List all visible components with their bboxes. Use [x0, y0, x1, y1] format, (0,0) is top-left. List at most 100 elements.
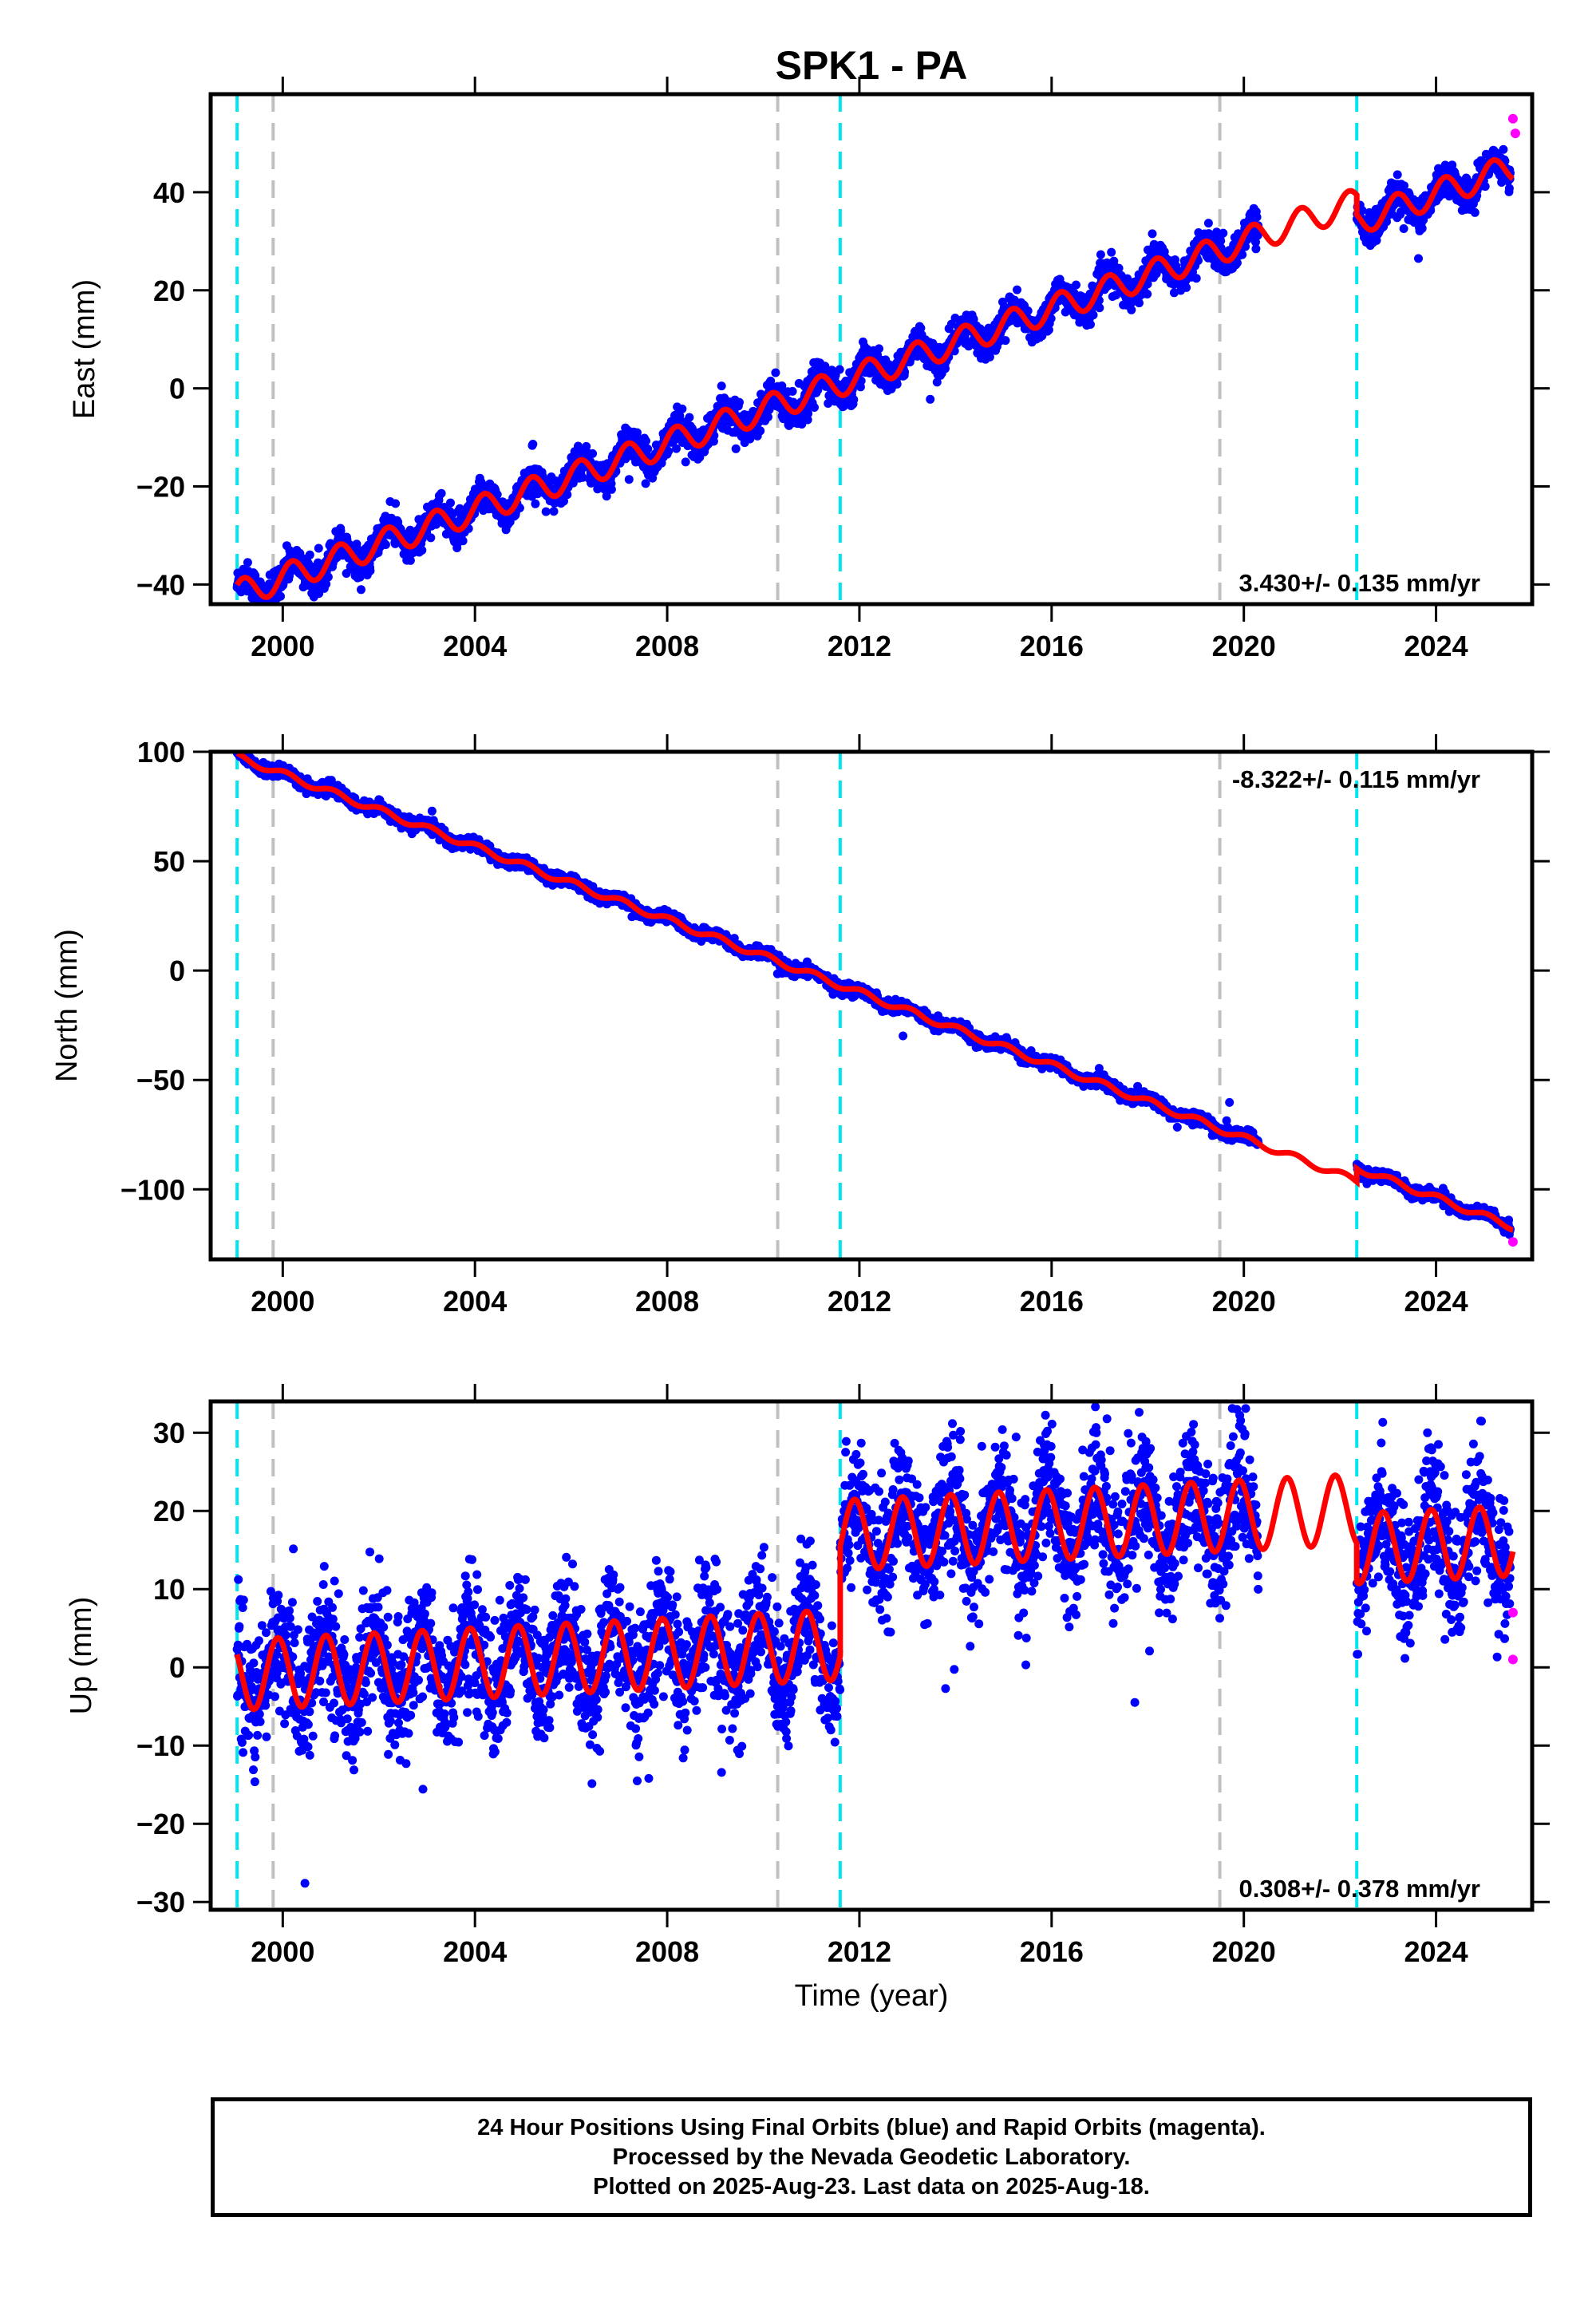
y-tick-label: 20	[153, 275, 185, 307]
data-point	[1414, 254, 1423, 263]
data-point	[1114, 263, 1124, 273]
data-point	[766, 376, 776, 385]
data-point	[458, 536, 468, 546]
data-point	[875, 344, 883, 354]
data-point	[417, 546, 427, 555]
data-point	[323, 572, 333, 582]
data-point	[745, 434, 755, 444]
data-point	[664, 446, 674, 456]
data-point	[810, 403, 819, 412]
data-point	[549, 507, 559, 516]
x-tick-label: 2008	[635, 630, 699, 662]
data-point	[804, 409, 813, 418]
data-point	[1417, 223, 1427, 233]
x-tick-label: 2016	[1020, 630, 1084, 662]
chart-title: SPK1 - PA	[776, 43, 968, 88]
panel-north: 2000 2004 2008 2012 2016 2020 2024−100−5005010…	[50, 734, 1550, 1318]
plot-area-north	[232, 752, 1518, 1259]
data-point	[251, 571, 260, 580]
data-point	[1252, 212, 1262, 222]
data-point	[1182, 283, 1191, 292]
data-point	[426, 533, 436, 543]
data-point	[643, 445, 653, 453]
data-point	[1023, 306, 1033, 315]
data-point	[675, 411, 685, 421]
panels-layer: 2000 2004 2008 2012 2016 2020 2024−40−2002040E…	[50, 77, 1550, 1968]
data-point	[1127, 305, 1136, 314]
data-point	[835, 365, 844, 374]
data-point	[531, 499, 540, 508]
data-point	[357, 585, 365, 595]
data-point	[633, 428, 642, 437]
data-point	[528, 440, 538, 449]
data-point	[578, 472, 587, 482]
data-point	[985, 352, 994, 362]
data-point	[568, 478, 578, 488]
y-tick-label: 40	[153, 176, 185, 209]
data-point	[492, 490, 502, 500]
data-point	[559, 496, 568, 506]
data-point	[642, 437, 650, 445]
data-point	[1148, 229, 1157, 239]
data-point	[1203, 219, 1213, 228]
data-point	[777, 381, 787, 390]
data-point	[771, 368, 780, 377]
data-point	[856, 376, 866, 385]
data-point	[788, 386, 797, 396]
data-point	[735, 397, 744, 407]
data-point	[1499, 144, 1508, 154]
x-tick-label: 2000	[251, 630, 314, 662]
data-point	[1191, 274, 1201, 283]
y-tick-label: 0	[169, 373, 185, 405]
rapid-orbit-point-1	[1510, 128, 1520, 139]
data-point	[322, 579, 331, 589]
data-point	[405, 555, 415, 565]
data-point	[1219, 228, 1228, 238]
data-point	[1013, 285, 1021, 294]
data-point	[1393, 170, 1402, 180]
data-point	[427, 806, 437, 816]
data-point	[295, 548, 305, 558]
data-point	[437, 488, 446, 498]
data-point	[1086, 320, 1095, 329]
data-point	[276, 591, 285, 601]
data-point	[1480, 182, 1490, 192]
data-point	[932, 377, 942, 387]
data-point	[314, 543, 323, 553]
data-point	[1001, 336, 1010, 346]
final-orbit-points-north	[232, 752, 1515, 1239]
velocity-label-east: 3.430+/- 0.135 mm/yr	[1239, 569, 1480, 597]
data-point	[588, 449, 598, 458]
data-point	[624, 475, 634, 484]
y-tick-label: −40	[136, 568, 185, 601]
data-point	[1399, 224, 1408, 233]
x-tick-label: 2020	[1212, 630, 1276, 662]
data-point	[685, 413, 694, 422]
data-point	[365, 566, 375, 575]
data-point	[641, 479, 650, 488]
data-point	[1096, 250, 1105, 259]
data-point	[606, 484, 616, 494]
data-point	[336, 526, 346, 536]
data-point	[381, 540, 390, 549]
rapid-orbit-point-0	[1507, 113, 1518, 124]
panel-east: 2000 2004 2008 2012 2016 2020 2024−40−2002040E…	[68, 77, 1550, 662]
data-point	[1470, 207, 1479, 217]
data-point	[1088, 310, 1098, 320]
x-tick-label: 2004	[443, 630, 507, 662]
data-point	[1072, 280, 1080, 290]
data-point	[916, 323, 926, 333]
data-point	[717, 381, 726, 391]
x-tick-label: 2024	[1404, 630, 1468, 662]
data-point	[1143, 290, 1152, 298]
data-point	[926, 394, 935, 404]
data-point	[1504, 184, 1514, 193]
data-point	[813, 385, 823, 395]
plot-area-east	[232, 94, 1520, 615]
data-point	[941, 364, 950, 373]
data-point	[764, 413, 772, 421]
data-point	[391, 499, 401, 508]
y-tick-label: −20	[136, 471, 185, 504]
data-point	[263, 607, 271, 615]
data-point	[1095, 303, 1104, 313]
